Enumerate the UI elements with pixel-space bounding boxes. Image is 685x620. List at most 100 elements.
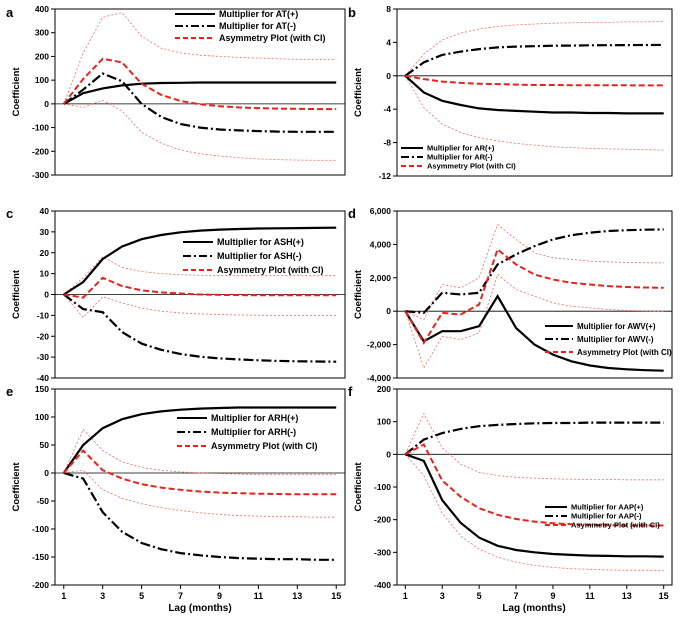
panel-b-series-2	[405, 74, 664, 87]
panel-d-legend-label-2: Asymmetry Plot (with CI)	[577, 348, 672, 357]
panel-e-series-0	[62, 406, 337, 474]
panel-f-legend-label-0: Multiplier for AAP(+)	[571, 503, 644, 512]
panel-b-legend-label-2: Asymmetry Plot (with CI)	[427, 162, 516, 171]
panel-f-ytick-label: 200	[377, 384, 391, 394]
panel-a-ytick-label: 300	[35, 28, 49, 38]
panel-d-series-2	[404, 247, 664, 345]
panel-c-ytick-label: -10	[37, 310, 50, 320]
panel-a-series-2	[63, 57, 337, 111]
panel-f-series-1	[404, 421, 664, 456]
panel-e-ytick-label: 150	[35, 384, 49, 394]
panel-f-xtick-label: 1	[403, 591, 408, 601]
panel-a-letter: a	[6, 5, 14, 20]
panel-b-ytick-label: 0	[386, 71, 391, 81]
panel-c-legend-label-0: Multiplier for ASH(+)	[217, 237, 304, 247]
xlabel-right: Lag (months)	[502, 603, 565, 614]
panel-b-series-4	[404, 75, 664, 151]
panel-e-xtick-label: 13	[292, 591, 302, 601]
panel-f-legend-label-2: Asymmetry Plot (with CI)	[571, 521, 660, 530]
panel-b: -12 -8 -4 0 4 8 Coefficient b Multiplier for AR(…	[348, 4, 673, 181]
panel-a-legend: Multiplier for AT(+) Multiplier for AT(-)…	[175, 9, 326, 43]
panel-e-xtick-label: 7	[178, 591, 183, 601]
panel-e-series-2	[63, 449, 337, 496]
panel-a-legend-label-0: Multiplier for AT(+)	[219, 9, 298, 19]
panel-b-letter: b	[348, 5, 356, 20]
panel-c-legend-label-1: Multiplier for ASH(-)	[217, 251, 302, 261]
panel-e-legend: Multiplier for ARH(+) Multiplier for ARH(…	[177, 413, 318, 451]
panel-c-ytick-label: 30	[40, 227, 50, 237]
panel-f-series-0	[404, 453, 664, 558]
panel-e-xtick-label: 11	[254, 591, 264, 601]
panel-d-ytick-label: 4,000	[370, 239, 392, 249]
panel-e-frame	[54, 388, 346, 586]
panel-c-ytick-label: 10	[40, 269, 50, 279]
panel-d-ytick-label: -4,000	[367, 373, 391, 383]
panel-b-ytick-label: -8	[383, 138, 391, 148]
panel-a-ytick-label: 200	[35, 51, 49, 61]
panel-f-legend: Multiplier for AAP(+)Multiplier for AAP(…	[545, 503, 660, 530]
xlabel-left: Lag (months)	[168, 603, 231, 614]
panel-c-ylabel: Coefficient	[11, 269, 22, 319]
panel-b-ytick-label: 4	[386, 37, 391, 47]
panel-e-ytick-label: -200	[32, 580, 49, 590]
panel-b-legend-label-0: Multiplier for AR(+)	[427, 144, 495, 153]
panel-e-xtick-label: 9	[217, 591, 222, 601]
panel-d-frame	[396, 210, 673, 379]
panel-c-series-0	[63, 226, 337, 296]
panel-d-series-1	[405, 228, 664, 315]
panel-e-ytick-label: 50	[40, 440, 50, 450]
panel-a-series-4	[63, 99, 337, 161]
panel-a-ytick-label: 400	[35, 4, 49, 14]
panel-a-series-0	[63, 81, 337, 105]
panel-c-series-4	[63, 294, 337, 319]
panel-b-ytick-label: -4	[383, 104, 391, 114]
panel-a-ytick-label: -300	[32, 170, 49, 180]
panel-e-ytick-label: -50	[37, 496, 50, 506]
panel-f-ytick-label: 0	[386, 449, 391, 459]
panel-c-ytick-label: -30	[37, 352, 50, 362]
panel-c-ytick-label: -20	[37, 331, 50, 341]
panel-b-ytick-label: -12	[379, 171, 392, 181]
panel-e-xtick-label: 5	[139, 591, 144, 601]
panel-d-ylabel: Coefficient	[353, 269, 364, 319]
panel-d-ytick-label: 6,000	[370, 206, 392, 216]
panel-c-ytick-label: 20	[40, 248, 50, 258]
panel-f-xtick-label: 11	[585, 591, 595, 601]
panel-c-ytick-label: 40	[40, 206, 50, 216]
panel-f-xtick-label: 13	[622, 591, 632, 601]
panel-f-ytick-label: -400	[374, 580, 391, 590]
panel-e-legend-label-0: Multiplier for ARH(+)	[211, 413, 298, 423]
panel-c-letter: c	[6, 206, 13, 221]
panel-e-ytick-label: -100	[32, 524, 49, 534]
panel-d-letter: d	[348, 206, 356, 221]
panel-a-ytick-label: -100	[32, 123, 49, 133]
panel-b-legend: Multiplier for AR(+)Multiplier for AR(-)…	[401, 144, 516, 171]
panel-d-ytick-label: -2,000	[367, 340, 391, 350]
panel-d-legend: Multiplier for AWV(+) Multiplier for AWV(…	[545, 322, 672, 357]
panel-d-series-3	[405, 223, 664, 321]
panel-f-ytick-label: -300	[374, 547, 391, 557]
panel-c-series-2	[63, 276, 337, 299]
panel-b-series-1	[404, 43, 664, 77]
panel-a-ytick-label: 100	[35, 75, 49, 85]
panel-e-legend-label-2: Asymmetry Plot (with CI)	[211, 441, 318, 451]
panel-e-series-3	[63, 428, 337, 476]
panel-d-ytick-label: 2,000	[370, 273, 392, 283]
panel-a-series-3	[63, 12, 337, 105]
panel-d: -4,000 -2,000 0 2,000 4,000 6,000 Coefficient d…	[348, 206, 673, 383]
panel-b-series-0	[404, 74, 664, 115]
panel-c-ytick-label: -40	[37, 373, 50, 383]
panel-b-frame	[396, 8, 673, 177]
panel-f-xtick-label: 3	[440, 591, 445, 601]
panel-c-legend: Multiplier for ASH(+) Multiplier for ASH(…	[183, 237, 324, 275]
panel-e-xtick-label: 3	[100, 591, 105, 601]
panel-e-legend-label-1: Multiplier for ARH(-)	[211, 427, 296, 437]
panel-f-series-3	[404, 412, 664, 481]
panel-b-ytick-label: 8	[386, 4, 391, 14]
panel-f-ylabel: Coefficient	[353, 462, 364, 512]
panel-a-series-1	[63, 72, 337, 133]
panel-d-ytick-label: 0	[386, 306, 391, 316]
panel-f-series-2	[404, 443, 664, 527]
